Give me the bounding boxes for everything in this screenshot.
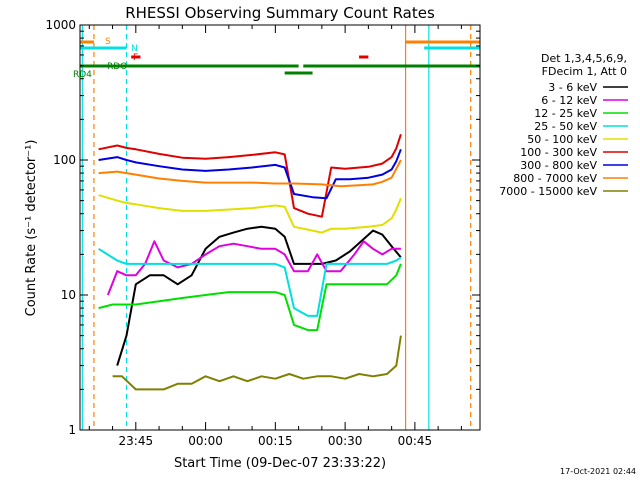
legend-entry-label: 6 - 12 keV [541, 94, 597, 107]
x-tick-label: 23:45 [119, 434, 154, 448]
legend-entry-label: 800 - 7000 keV [513, 172, 597, 185]
legend-entry-label: 25 - 50 keV [534, 120, 597, 133]
series-line-6 [98, 148, 402, 200]
series-line-8 [112, 335, 402, 391]
y-tick-label: 100 [53, 153, 76, 167]
flag-label: RDO [107, 62, 127, 72]
y-axis-label: Count Rate (s⁻¹ detector⁻¹) [24, 140, 39, 317]
series-line-7 [98, 159, 402, 188]
legend-entry-label: 12 - 25 keV [534, 107, 597, 120]
y-tick-label: 10 [61, 288, 76, 302]
flag-label: S [105, 37, 111, 47]
legend-entry-label: 100 - 300 keV [520, 146, 597, 159]
plot-inner [80, 25, 480, 430]
x-tick-label: 00:00 [188, 434, 223, 448]
series-line-4 [98, 194, 402, 234]
legend-entry-label: 300 - 800 keV [520, 159, 597, 172]
flag-label: F [133, 53, 138, 63]
series-line-1 [106, 240, 401, 296]
series-line-0 [116, 225, 402, 366]
x-tick-label: 00:45 [398, 434, 433, 448]
chart-title: RHESSI Observing Summary Count Rates [125, 4, 435, 22]
timestamp: 17-Oct-2021 02:44 [560, 467, 636, 476]
x-axis-label: Start Time (09-Dec-07 23:33:22) [174, 456, 386, 471]
series-line-5 [98, 133, 402, 218]
y-tick-label: 1000 [45, 18, 76, 32]
legend-entry-label: 3 - 6 keV [548, 81, 597, 94]
y-tick-label: 1 [68, 423, 76, 437]
legend: Det 1,3,4,5,6,9,FDecim 1, Att 0 3 - 6 keV… [499, 52, 628, 198]
flag-label: N [131, 44, 138, 54]
legend-entry-label: 7000 - 15000 keV [499, 185, 597, 198]
flag-label: RD4 [73, 70, 92, 80]
legend-entry-label: 50 - 100 keV [527, 133, 597, 146]
plot-frame [79, 24, 481, 431]
x-tick-label: 00:30 [328, 434, 363, 448]
series-line-2 [98, 263, 402, 332]
legend-header: FDecim 1, Att 0 [542, 65, 627, 78]
plot-area: S NF RDO RD4 1 10 100 1000 23:45 00:00 00:15 00:30 0… [45, 18, 481, 448]
x-tick-label: 00:15 [258, 434, 293, 448]
series-line-3 [98, 247, 402, 317]
legend-header: Det 1,3,4,5,6,9, [541, 52, 627, 65]
